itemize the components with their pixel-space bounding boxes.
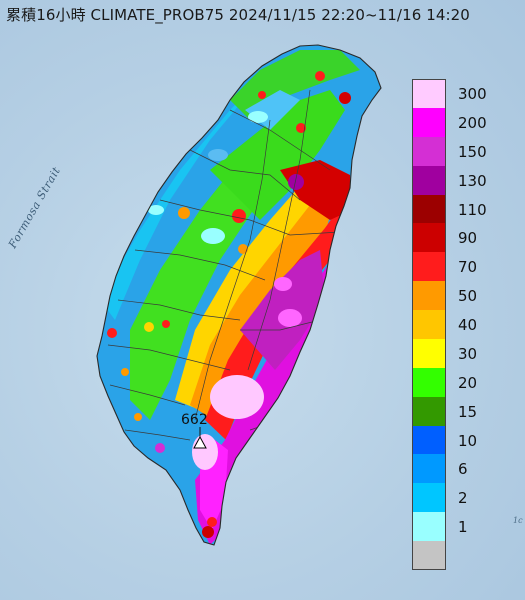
legend-swatch — [412, 165, 446, 195]
legend-label: 1 — [458, 518, 468, 537]
legend-label: 90 — [458, 229, 478, 248]
legend-label: 200 — [458, 113, 487, 132]
legend-label: 70 — [458, 258, 478, 277]
max-rainfall-value: 662 — [181, 412, 208, 428]
rainfall-legend: 300 200 150 130 110 90 70 50 40 30 20 15 10 6 2 1 — [412, 79, 502, 570]
boundary-lines — [107, 89, 341, 441]
island-rainfall-field — [97, 45, 381, 545]
legend-row: 110 — [412, 194, 502, 224]
legend-label: 2 — [458, 489, 468, 508]
legend-swatch — [412, 338, 446, 368]
legend-row: 150 — [412, 136, 502, 166]
legend-label: 130 — [458, 171, 487, 190]
legend-row: 50 — [412, 281, 502, 311]
legend-row: 10 — [412, 425, 502, 455]
legend-row — [412, 541, 502, 570]
legend-swatch — [412, 136, 446, 166]
legend-label: 110 — [458, 200, 487, 219]
legend-label: 15 — [458, 402, 478, 421]
legend-swatch — [412, 367, 446, 397]
legend-row: 30 — [412, 338, 502, 368]
legend-row: 6 — [412, 454, 502, 484]
legend-label: 20 — [458, 373, 478, 392]
legend-label: 300 — [458, 85, 487, 103]
legend-label: 50 — [458, 287, 478, 306]
legend-swatch — [412, 107, 446, 137]
legend-row: 40 — [412, 310, 502, 339]
legend-row: 20 — [412, 367, 502, 397]
legend-row: 1 — [412, 512, 502, 542]
coastline — [96, 44, 382, 546]
legend-row: 130 — [412, 165, 502, 195]
legend-swatch — [412, 310, 446, 339]
legend-row: 90 — [412, 223, 502, 253]
legend-swatch — [412, 454, 446, 484]
legend-swatch — [412, 483, 446, 513]
legend-swatch — [412, 194, 446, 224]
legend-row: 300 — [412, 79, 502, 108]
legend-label: 10 — [458, 431, 478, 450]
triangle-station-icon — [193, 435, 207, 449]
edge-text-fragment: 1c — [513, 516, 523, 525]
legend-label: 30 — [458, 344, 478, 363]
legend-swatch — [412, 252, 446, 282]
legend-swatch — [412, 512, 446, 542]
legend-row: 70 — [412, 252, 502, 282]
legend-swatch — [412, 541, 446, 570]
legend-label: 150 — [458, 142, 487, 161]
legend-swatch — [412, 79, 446, 108]
legend-swatch — [412, 396, 446, 426]
legend-label: 40 — [458, 316, 478, 335]
legend-row: 200 — [412, 107, 502, 137]
legend-swatch — [412, 223, 446, 253]
legend-swatch — [412, 425, 446, 455]
legend-label: 6 — [458, 460, 468, 479]
map-title: 累積16小時 CLIMATE_PROB75 2024/11/15 22:20~1… — [6, 6, 470, 24]
legend-row: 2 — [412, 483, 502, 513]
legend-row: 15 — [412, 396, 502, 426]
legend-swatch — [412, 281, 446, 311]
